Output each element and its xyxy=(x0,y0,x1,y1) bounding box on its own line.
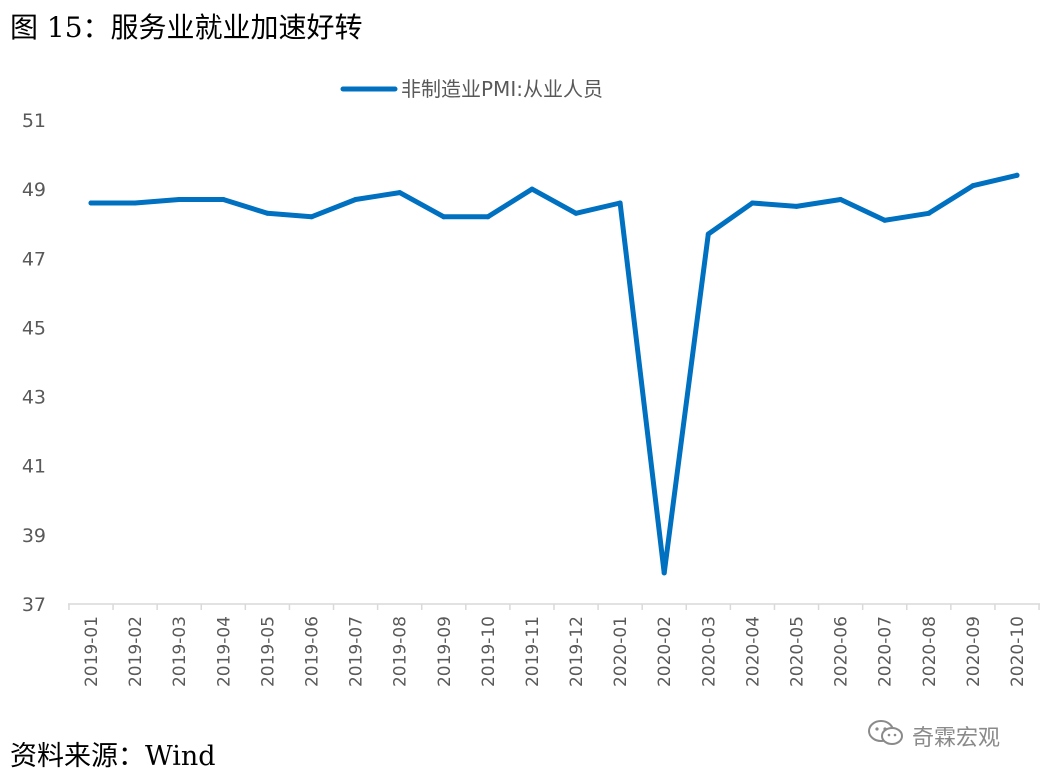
x-tick-label: 2020-03 xyxy=(699,616,719,687)
x-tick-label: 2019-09 xyxy=(435,616,455,687)
data-point xyxy=(353,197,359,202)
x-tick-label: 2020-10 xyxy=(1008,616,1028,687)
x-tick-label: 2020-06 xyxy=(832,616,852,687)
wechat-icon xyxy=(866,718,906,754)
x-tick-label: 2019-03 xyxy=(170,616,190,687)
x-axis-ticks: 2019-01 2019-02 2019-03 2019-04 2019-05 2019-… xyxy=(68,604,1040,687)
data-point xyxy=(397,190,403,196)
data-point xyxy=(926,210,932,216)
data-point xyxy=(705,231,711,237)
x-tick-label: 2020-08 xyxy=(920,616,940,687)
data-point xyxy=(749,200,755,206)
y-tick-label: 45 xyxy=(22,317,46,339)
x-tick-label: 2019-01 xyxy=(82,616,102,687)
data-point xyxy=(794,203,799,209)
data-point xyxy=(309,214,314,220)
y-tick-label: 43 xyxy=(22,387,46,409)
y-tick-label: 41 xyxy=(22,456,46,478)
legend-label: 非制造业PMI:从业人员 xyxy=(401,77,603,101)
x-tick-label: 2019-04 xyxy=(214,616,234,687)
source-note: 资料来源：Wind xyxy=(10,741,216,772)
data-point xyxy=(176,197,182,202)
watermark-text: 奇霖宏观 xyxy=(912,726,1001,751)
x-tick-label: 2019-06 xyxy=(302,616,322,687)
x-tick-label: 2019-12 xyxy=(567,616,587,687)
x-tick-label: 2019-07 xyxy=(347,616,367,687)
legend: 非制造业PMI:从业人员 xyxy=(340,77,603,101)
x-tick-label: 2020-01 xyxy=(611,616,631,687)
y-tick-label: 37 xyxy=(22,594,46,616)
x-tick-label: 2019-08 xyxy=(391,616,411,687)
y-tick-label: 51 xyxy=(22,110,46,132)
data-point xyxy=(132,200,138,206)
series-line-nonmfg-pmi-employment xyxy=(88,172,1020,576)
x-tick-label: 2019-11 xyxy=(523,616,543,687)
x-tick-label: 2020-02 xyxy=(655,616,675,687)
y-tick-label: 49 xyxy=(22,179,46,201)
data-point xyxy=(485,214,491,220)
y-tick-label: 47 xyxy=(22,248,46,270)
figure-title: 图 15：服务业就业加速好转 xyxy=(10,11,363,44)
data-point xyxy=(441,214,447,220)
data-point xyxy=(970,183,976,189)
x-tick-label: 2019-02 xyxy=(126,616,146,687)
data-point xyxy=(264,210,270,216)
data-point xyxy=(617,200,623,206)
watermark: 奇霖宏观 xyxy=(866,718,1000,754)
data-point xyxy=(1014,172,1020,178)
data-point xyxy=(88,200,94,206)
x-tick-label: 2019-05 xyxy=(258,616,278,687)
y-tick-label: 39 xyxy=(22,525,46,547)
x-tick-label: 2020-09 xyxy=(964,616,984,687)
series-points xyxy=(88,172,1020,576)
data-point xyxy=(882,217,888,223)
x-tick-label: 2020-04 xyxy=(743,616,763,687)
y-axis-ticks: 51 49 47 45 43 41 39 37 xyxy=(22,110,46,616)
x-tick-label: 2019-10 xyxy=(479,616,499,687)
data-point xyxy=(661,570,667,576)
data-point xyxy=(838,197,844,202)
data-point xyxy=(220,197,226,202)
x-tick-label: 2020-07 xyxy=(876,616,896,687)
data-point xyxy=(529,186,535,192)
x-tick-label: 2020-05 xyxy=(788,616,808,687)
data-point xyxy=(573,210,579,216)
